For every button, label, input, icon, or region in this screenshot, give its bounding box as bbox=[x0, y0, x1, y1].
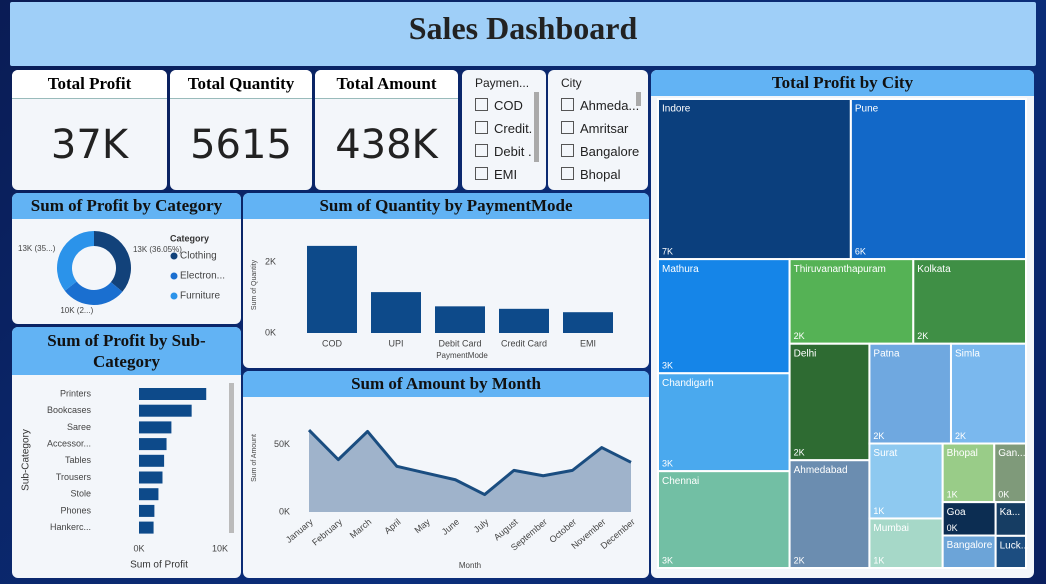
kpi-card: Total Profit 37K bbox=[12, 70, 167, 190]
kpi-label: Total Amount bbox=[315, 70, 458, 99]
option-label: Credit. bbox=[494, 121, 533, 136]
slicer-option[interactable]: Bangalore bbox=[548, 140, 648, 163]
dashboard-title: Sales Dashboard bbox=[408, 10, 638, 46]
panel: Sum of Quantity by PaymentMode bbox=[243, 193, 649, 368]
checkbox[interactable] bbox=[561, 121, 574, 134]
option-label: Ahmeda... bbox=[580, 98, 640, 113]
option-label: EMI bbox=[494, 167, 518, 182]
checkbox[interactable] bbox=[475, 144, 488, 157]
slicer-title: Paymen... bbox=[475, 76, 530, 90]
checkbox[interactable] bbox=[561, 98, 574, 111]
checkbox[interactable] bbox=[561, 167, 574, 180]
slicer-option[interactable]: Debit . bbox=[462, 140, 546, 163]
slicer-title: City bbox=[561, 76, 582, 90]
checkbox[interactable] bbox=[475, 167, 488, 180]
panel-title: Sum of Profit by Category bbox=[12, 193, 241, 219]
checkbox[interactable] bbox=[561, 144, 574, 157]
kpi-value: 37K bbox=[50, 122, 129, 168]
scrollbar[interactable] bbox=[636, 92, 641, 106]
slicer-option[interactable]: EMI bbox=[462, 163, 546, 186]
slicer-option[interactable]: Bhopal bbox=[548, 163, 648, 186]
kpi-label: Total Quantity bbox=[170, 70, 312, 99]
checkbox[interactable] bbox=[475, 98, 488, 111]
option-label: Amritsar bbox=[580, 121, 629, 136]
panel-title: Sum of Profit by Sub-Category bbox=[12, 327, 241, 375]
slicer-option[interactable]: Credit. bbox=[462, 117, 546, 140]
slicer-option[interactable]: COD bbox=[462, 94, 546, 117]
panel-title: Sum of Quantity by PaymentMode bbox=[243, 193, 649, 219]
option-label: Bangalore bbox=[580, 144, 640, 159]
panel-title: Sum of Amount by Month bbox=[243, 371, 649, 397]
panel: Total Profit by City bbox=[651, 70, 1034, 578]
panel: Sum of Amount by Month bbox=[243, 371, 649, 578]
kpi-value: 438K bbox=[335, 122, 438, 168]
slicer-option[interactable]: Amritsar bbox=[548, 117, 648, 140]
option-label: COD bbox=[494, 98, 523, 113]
scrollbar[interactable] bbox=[534, 92, 539, 162]
header: Sales Dashboard bbox=[10, 2, 1036, 66]
option-label: Bhopal bbox=[580, 167, 621, 182]
kpi-card: Total Quantity 5615 bbox=[170, 70, 312, 190]
option-label: Debit . bbox=[494, 144, 532, 159]
slicer: Paymen... COD Credit. Debit . EMI bbox=[462, 70, 546, 190]
panel: Sum of Profit by Sub-Category bbox=[12, 327, 241, 578]
slicer-option[interactable]: Ahmeda... bbox=[548, 94, 648, 117]
kpi-value: 5615 bbox=[190, 122, 292, 168]
kpi-label: Total Profit bbox=[12, 70, 167, 99]
kpi-card: Total Amount 438K bbox=[315, 70, 458, 190]
panel: Sum of Profit by Category bbox=[12, 193, 241, 324]
scrollbar[interactable] bbox=[229, 383, 234, 533]
panel-title: Total Profit by City bbox=[651, 70, 1034, 96]
checkbox[interactable] bbox=[475, 121, 488, 134]
slicer: City Ahmeda... Amritsar Bangalore Bhopal bbox=[548, 70, 648, 190]
